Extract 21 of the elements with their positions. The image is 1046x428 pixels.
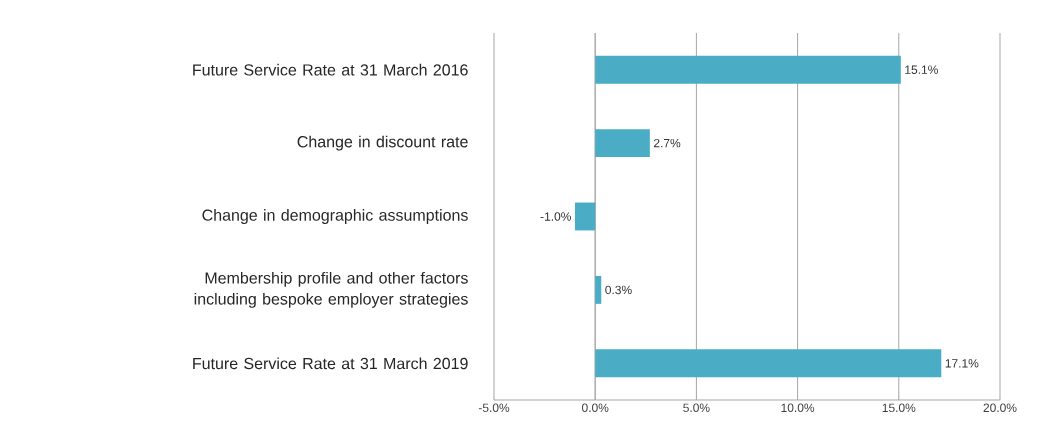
x-tick-label: 10.0% [781, 403, 815, 413]
y-tick-label: Change in discount rate [297, 135, 468, 151]
y-tick-label: Future Service Rate at 31 March 2016 [193, 63, 468, 76]
x-tick-label: 0.0% [582, 403, 609, 413]
x-tick-label: -5.0% [478, 403, 510, 413]
y-tick-label: Future Service Rate at 31 March 2019 [193, 357, 468, 370]
bar [595, 349, 942, 378]
y-tick-label: Change in demographic assumptions [202, 209, 468, 224]
data-label: 15.1% [905, 65, 938, 74]
data-label: 0.3% [605, 285, 632, 295]
bar [595, 129, 650, 158]
data-label: 2.7% [653, 138, 681, 148]
bar [595, 275, 602, 304]
data-label: -1.0% [540, 212, 571, 221]
x-tick-label: 20.0% [983, 403, 1017, 413]
y-tick-label: Membership profile and other factors including bespoke employer strategies [194, 271, 468, 308]
bar [595, 55, 901, 84]
x-tick-label: 5.0% [683, 403, 710, 413]
data-label: 17.1% [945, 359, 979, 368]
bar [574, 202, 596, 231]
x-tick-label: 15.0% [882, 403, 916, 413]
